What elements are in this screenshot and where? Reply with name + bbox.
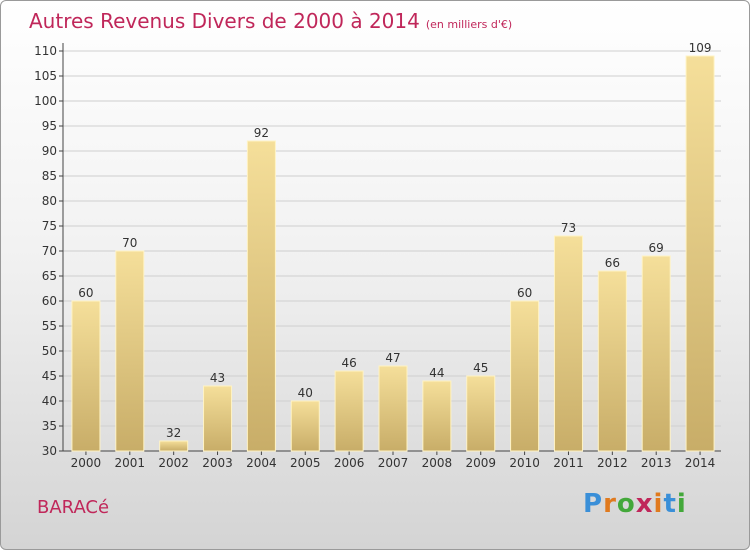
bars [71,55,715,452]
x-tick-label: 2007 [378,456,409,470]
x-tick-label: 2006 [334,456,365,470]
bar [553,235,583,452]
y-tick-label: 90 [42,144,57,158]
y-tick-label: 70 [42,244,57,258]
bar-value-label: 109 [689,41,712,55]
logo-letter: i [653,489,664,519]
bar-value-label: 73 [561,221,576,235]
bar [159,440,189,452]
bar-value-label: 46 [341,356,356,370]
y-tick-label: 85 [42,169,57,183]
proxiti-logo[interactable]: Proxiti [583,489,687,519]
x-tick-label: 2005 [290,456,321,470]
y-tick-label: 35 [42,419,57,433]
bar [597,270,627,452]
x-tick-label: 2008 [422,456,453,470]
x-tick-label: 2001 [115,456,146,470]
x-tick-label: 2012 [597,456,628,470]
x-tick-label: 2010 [509,456,540,470]
y-tick-label: 55 [42,319,57,333]
chart-title-block: Autres Revenus Divers de 2000 à 2014 (en … [29,9,512,33]
bar-value-label: 40 [298,386,313,400]
y-tick-label: 110 [34,44,57,58]
bar-value-label: 47 [385,351,400,365]
y-tick-label: 45 [42,369,57,383]
y-tick-label: 105 [34,69,57,83]
bar-value-label: 32 [166,426,181,440]
town-name: BARACé [37,497,110,518]
bar [466,375,496,452]
y-tick-label: 95 [42,119,57,133]
bar-value-label: 69 [649,241,664,255]
y-tick-label: 100 [34,94,57,108]
logo-letter: x [635,489,654,519]
y-tick-label: 40 [42,394,57,408]
y-tick-label: 60 [42,294,57,308]
x-tick-label: 2003 [202,456,233,470]
bar [334,370,364,452]
bar-value-label: 44 [429,366,444,380]
logo-letter: r [603,489,617,519]
bar [203,385,233,452]
bar-value-label: 45 [473,361,488,375]
x-tick-label: 2004 [246,456,277,470]
y-tick-label: 75 [42,219,57,233]
labels: 30 35 40 45 50 55 60 65 70 75 80 85 90 95 100 105 110 60 2… [34,41,715,470]
chart-title: Autres Revenus Divers de 2000 à 2014 [29,9,420,33]
x-tick-label: 2013 [641,456,672,470]
bar-value-label: 92 [254,126,269,140]
logo-letter: P [583,489,604,519]
bar-value-label: 70 [122,236,137,250]
bar [510,300,540,452]
x-tick-label: 2002 [158,456,189,470]
y-tick-label: 65 [42,269,57,283]
bar [641,255,671,452]
bar [290,400,320,452]
bar [422,380,452,452]
logo-letter: i [676,489,687,519]
logo-letter: o [616,489,636,519]
x-tick-label: 2011 [553,456,584,470]
bar [71,300,101,452]
bar [685,55,715,452]
chart-subtitle: (en milliers d'€) [425,18,513,31]
bar [378,365,408,452]
bar-value-label: 60 [78,286,93,300]
x-tick-label: 2000 [71,456,102,470]
y-tick-label: 80 [42,194,57,208]
x-tick-label: 2009 [465,456,496,470]
bar [246,140,276,452]
bar-value-label: 60 [517,286,532,300]
x-tick-label: 2014 [685,456,716,470]
bar-value-label: 43 [210,371,225,385]
bar [115,250,145,452]
bar-value-label: 66 [605,256,620,270]
y-tick-label: 50 [42,344,57,358]
y-tick-label: 30 [42,444,57,458]
logo-letter: t [663,489,677,519]
